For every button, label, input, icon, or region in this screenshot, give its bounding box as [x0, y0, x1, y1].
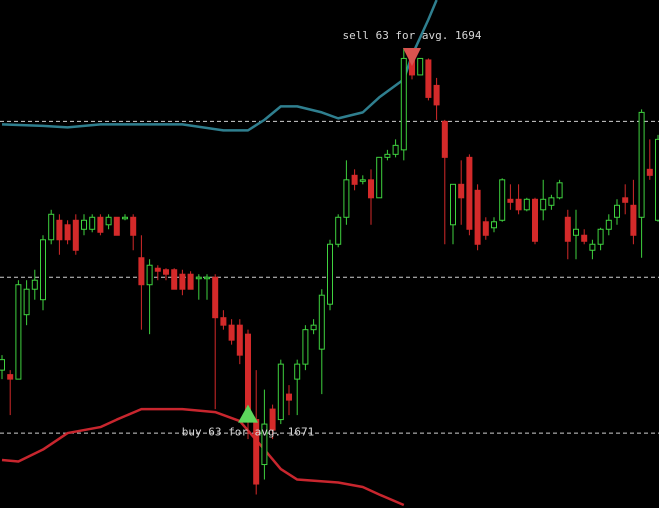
- candle-body: [458, 183, 465, 199]
- candle-body: [7, 374, 14, 380]
- trade-label: sell 63 for avg. 1694: [342, 29, 481, 42]
- candle-body: [384, 153, 391, 158]
- candle-body: [441, 120, 448, 158]
- candle-body: [23, 288, 30, 316]
- candle-body: [318, 294, 325, 350]
- candle-body: [236, 324, 243, 356]
- candle-body: [89, 216, 96, 230]
- candle-body: [302, 329, 309, 365]
- candle-body: [130, 216, 137, 236]
- candle-body: [482, 221, 489, 236]
- candle-body: [450, 183, 456, 226]
- candle-body: [154, 267, 161, 272]
- candle-body: [105, 216, 112, 226]
- candle-body: [15, 284, 22, 380]
- trade-label: buy 63 for avg. 1671: [182, 426, 314, 439]
- candle-body: [655, 138, 659, 221]
- candle-body: [597, 228, 604, 245]
- candle-body: [581, 234, 588, 242]
- candle-body: [179, 273, 186, 290]
- candle-body: [392, 144, 399, 155]
- candle-body: [507, 198, 514, 203]
- candle-body: [171, 269, 178, 290]
- candle-body: [286, 393, 292, 401]
- candle-body: [532, 198, 538, 242]
- candle-body: [474, 189, 481, 245]
- candle-body: [187, 273, 194, 290]
- candle-body: [0, 359, 5, 371]
- candle-body: [351, 174, 358, 185]
- candle-body: [163, 269, 169, 275]
- candle-body: [204, 276, 210, 280]
- candle-body: [589, 243, 596, 251]
- candle-body: [638, 111, 645, 218]
- candle-body: [31, 279, 38, 290]
- candle-body: [97, 216, 104, 233]
- candle-body: [261, 423, 268, 466]
- candle-body: [40, 239, 46, 301]
- candle-body: [605, 219, 612, 230]
- candle-body: [343, 179, 350, 218]
- candle-body: [368, 179, 374, 199]
- candle-body: [335, 216, 342, 245]
- candle-body: [113, 216, 120, 236]
- candle-body: [212, 276, 219, 319]
- candle-body: [228, 324, 235, 341]
- candle-body: [573, 228, 579, 236]
- candle-body: [138, 257, 145, 286]
- candle-body: [630, 204, 637, 236]
- candle-body: [491, 221, 497, 229]
- candle-body: [81, 219, 87, 230]
- candle-body: [515, 198, 522, 211]
- candle-body: [433, 84, 440, 106]
- candle-body: [466, 156, 473, 230]
- candle-body: [548, 197, 555, 206]
- candle-body: [269, 408, 276, 431]
- candle-body: [220, 317, 227, 326]
- candle-body: [327, 243, 333, 305]
- candle-body: [564, 216, 571, 242]
- candle-body: [400, 57, 407, 151]
- candle-body: [499, 179, 506, 221]
- candle-body: [359, 179, 366, 182]
- candle-body: [56, 219, 63, 241]
- trade-marker: [238, 404, 258, 423]
- candle-body: [72, 219, 79, 251]
- candle-body: [48, 213, 55, 241]
- candle-body: [195, 276, 202, 280]
- candle-body: [646, 168, 653, 176]
- candle-body: [425, 59, 432, 98]
- candle-body: [277, 363, 284, 421]
- candle-body: [294, 363, 301, 380]
- candle-body: [376, 156, 383, 199]
- candle-body: [122, 216, 128, 220]
- candle-body: [622, 197, 629, 203]
- candle-body: [556, 182, 563, 199]
- candle-body: [417, 57, 424, 76]
- candle-body: [614, 204, 620, 218]
- candle-body: [64, 224, 71, 241]
- candle-body: [540, 198, 547, 211]
- candle-body: [523, 198, 530, 211]
- candle-body: [310, 324, 317, 331]
- candle-body: [146, 264, 153, 286]
- trade-marker: [403, 47, 421, 66]
- band-line: [1, 407, 405, 507]
